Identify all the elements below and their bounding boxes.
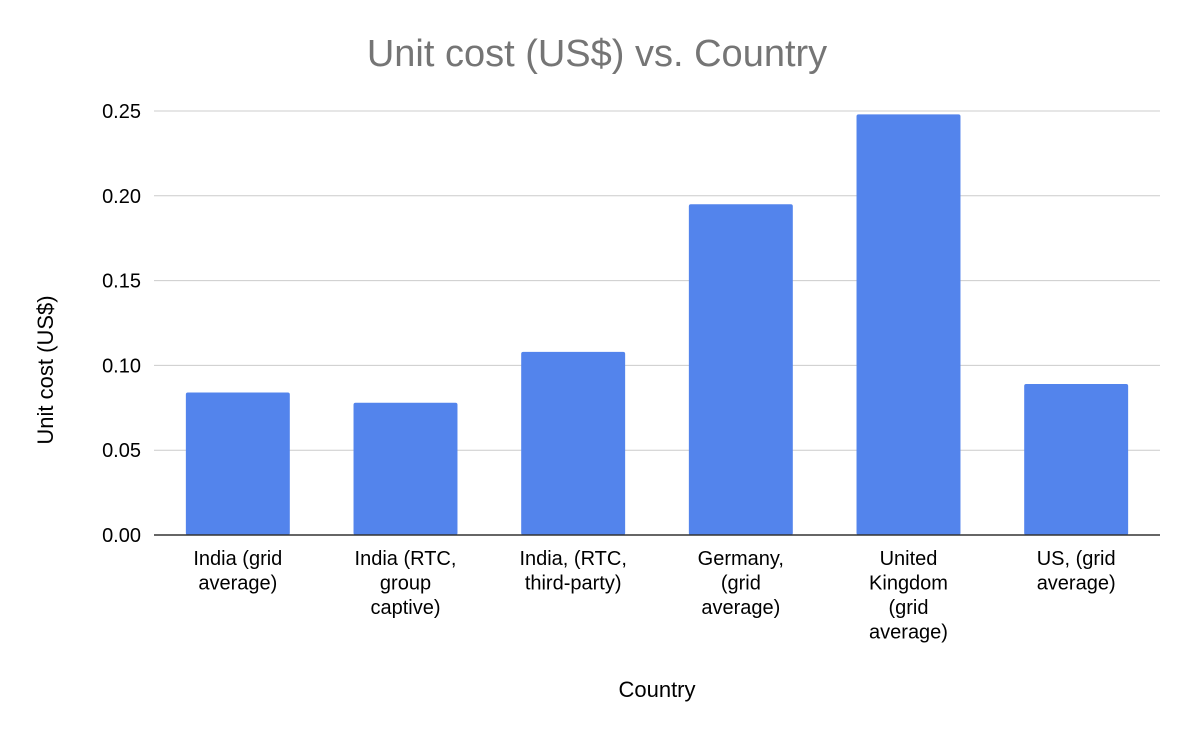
chart-title: Unit cost (US$) vs. Country [367, 33, 827, 75]
bars [185, 114, 1129, 535]
y-tick-label: 0.10 [102, 355, 141, 377]
y-axis-ticks: 0.00 0.05 0.10 0.15 0.20 0.25 [102, 101, 141, 547]
x-category-label: India, (RTC, third-party) [519, 548, 626, 595]
gridlines [154, 110, 1160, 451]
y-tick-label: 0.00 [102, 525, 141, 547]
x-axis-category-labels: India (grid average) India (RTC, group capti… [193, 548, 1115, 644]
x-category-label: India (grid average) [193, 548, 282, 595]
bar [1024, 384, 1129, 535]
x-category-label: United Kingdom (grid average) [869, 548, 948, 644]
bar [353, 402, 458, 535]
x-category-label: Germany, (grid average) [698, 548, 784, 619]
bar [185, 392, 290, 535]
bar [521, 351, 626, 535]
x-category-label: US, (grid average) [1037, 548, 1116, 595]
y-tick-label: 0.20 [102, 186, 141, 208]
y-axis-title: Unit cost (US$) [33, 295, 58, 444]
y-tick-label: 0.05 [102, 440, 141, 462]
bar [856, 114, 961, 535]
x-axis-title: Country [618, 677, 695, 702]
y-tick-label: 0.15 [102, 271, 141, 293]
y-tick-label: 0.25 [102, 101, 141, 123]
bar [688, 204, 793, 535]
x-category-label: India (RTC, group captive) [355, 548, 457, 619]
